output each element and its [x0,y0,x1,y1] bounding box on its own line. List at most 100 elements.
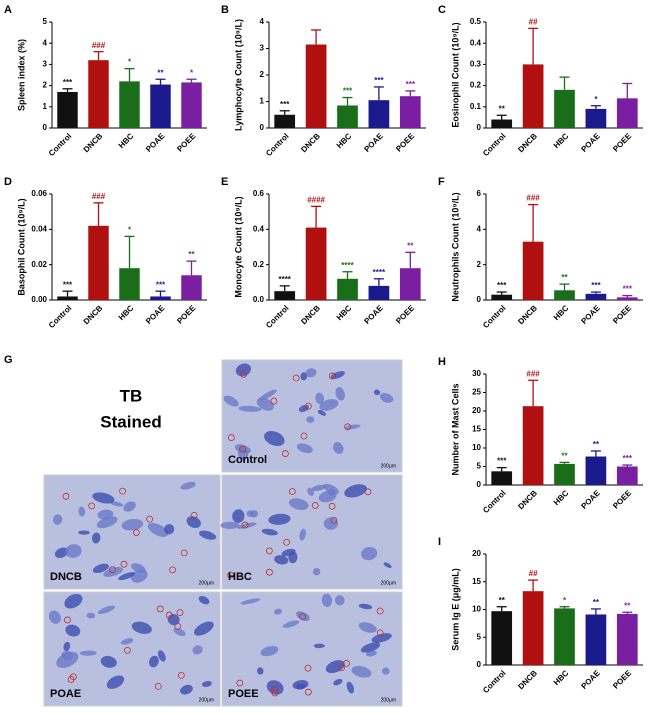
x-tick-label: Control [481,132,507,158]
tissue-feature [180,684,193,695]
mast-cell-mark [311,502,319,509]
tissue-feature [311,484,326,492]
error-bar [342,96,353,106]
tissue-feature [323,517,339,530]
error-bar [590,105,601,109]
tissue-feature [65,624,81,637]
x-tick-label: POAE [144,303,167,326]
bar [150,296,171,300]
tissue-feature [86,612,96,619]
bar [399,96,421,128]
tissue-feature [325,660,345,674]
bar [274,291,296,300]
error-bar [622,611,633,614]
y-tick-label: 10 [472,443,481,452]
significance-label: *** [63,280,73,289]
tissue-feature [180,481,196,490]
mast-cell-mark [281,450,289,457]
panel-letter: G [4,354,13,366]
bar [491,611,513,665]
x-tick-label: POEE [611,131,634,154]
tissue-feature [63,641,71,652]
x-tick-label: POEE [394,131,417,154]
mast-cell-mark [283,538,290,546]
mast-cell-mark [330,516,338,524]
panel-letter: C [438,4,446,16]
mast-cell-mark [165,611,173,619]
y-tick-label: 2 [43,81,48,90]
mast-cell-mark [241,521,249,529]
x-tick-label: DNCB [516,303,539,326]
tissue-feature [373,389,381,396]
x-tick-label: POAE [579,131,602,154]
tissue-feature [298,404,310,412]
mast-cell-mark [271,686,278,694]
significance-label: *** [280,100,290,109]
x-tick-label: HBC [552,303,571,322]
tissue-feature [173,628,186,637]
x-tick-label: POAE [579,488,602,511]
tissue-feature [257,667,264,675]
tissue-feature [371,633,392,643]
x-tick-label: POEE [611,488,634,511]
error-bar [528,27,539,65]
mast-cell-mark [146,515,154,523]
error-bar [496,606,507,612]
panel-letter: D [4,176,12,188]
error-bar [279,285,290,292]
y-tick-label: 0 [260,123,265,132]
mast-cell-mark [124,646,131,654]
tissue-feature [64,593,83,609]
x-tick-label: DNCB [299,131,322,154]
stain-title: Stained [100,412,161,431]
error-bar [124,67,135,82]
tissue-feature [274,608,283,615]
panel-letter: B [221,4,229,16]
x-tick-label: POEE [611,668,634,691]
bar [491,119,513,128]
significance-label: *** [156,280,166,289]
significance-label: * [128,58,132,67]
x-tick-label: Control [47,304,73,330]
significance-label: ## [529,569,538,578]
bar [616,613,638,665]
significance-label: ** [561,452,568,461]
error-bar [155,78,166,85]
tissue-feature [344,484,367,498]
x-tick-label: HBC [335,303,354,322]
bar [57,296,78,300]
tissue-feature [120,638,134,645]
mast-cell-mark [109,566,116,574]
tissue-feature [300,372,308,381]
bar [181,275,202,300]
bar [119,81,140,128]
bar [554,290,575,300]
y-tick-label: 0 [477,123,482,132]
error-bar [342,271,353,279]
significance-label: *** [497,457,507,466]
y-axis-label: Eosinophil Count (10⁹/L) [450,22,460,127]
bar [88,225,109,300]
y-tick-label: 0 [477,295,482,304]
histology-image [221,359,403,473]
tissue-feature [131,621,152,634]
tissue-feature [282,620,300,628]
error-bar [93,51,104,61]
significance-label: ** [407,241,414,250]
mast-cell-mark [328,502,336,510]
significance-label: *** [591,281,601,290]
tissue-feature [313,643,325,649]
histology-image [43,474,221,590]
error-bar [590,291,601,294]
mast-cell-mark [180,549,188,557]
tissue-feature [299,528,306,541]
x-tick-label: DNCB [82,303,105,326]
x-tick-label: HBC [117,303,136,322]
y-tick-label: 0.04 [31,224,47,233]
tissue-feature [106,675,125,689]
y-axis-label: Number of Mast Cells [450,383,460,475]
error-bar [559,606,570,609]
tissue-feature [288,551,298,564]
error-bar [186,78,197,83]
y-tick-label: 15 [472,577,481,586]
